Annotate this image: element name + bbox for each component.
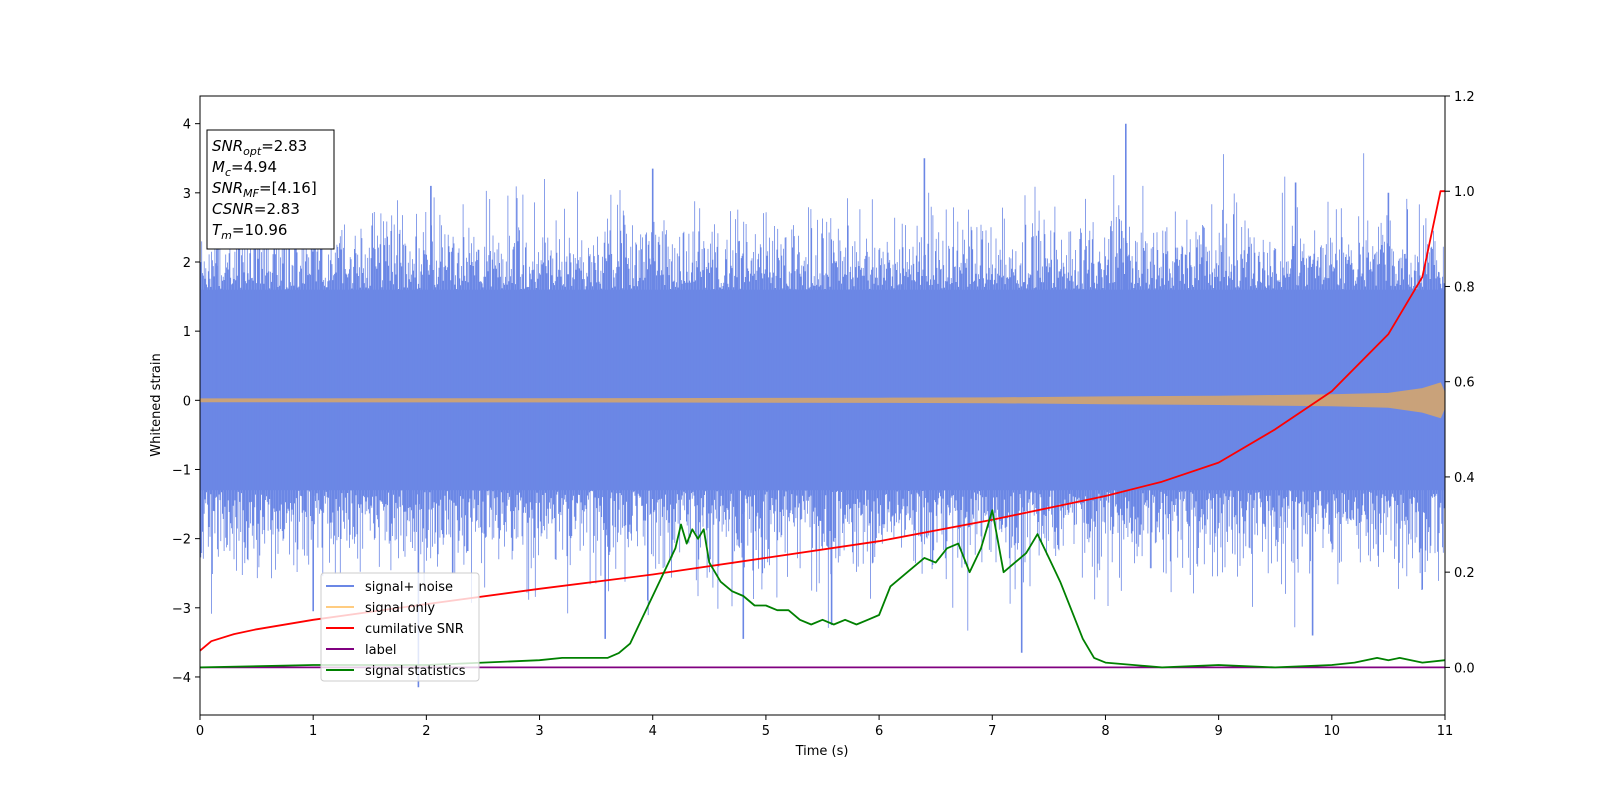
y-right-tick-label: 0.4	[1454, 471, 1475, 486]
x-tick-label: 1	[309, 724, 317, 739]
y-right-tick-label: 1.2	[1454, 90, 1475, 105]
y-axis-left-label: Whitened strain	[149, 353, 164, 456]
x-tick-label: 7	[988, 724, 996, 739]
legend-item-label: label	[326, 643, 396, 658]
x-axis-label: Time (s)	[795, 744, 849, 759]
x-tick-label: 2	[422, 724, 430, 739]
annotation-line: Tm=10.96	[212, 221, 287, 242]
legend-item-signal-only: signal only	[326, 601, 435, 616]
x-tick-label: 9	[1214, 724, 1222, 739]
y-left-tick-label: 1	[183, 325, 191, 340]
legend-item-signal-statistics: signal statistics	[326, 664, 466, 679]
y-right-tick-label: 1.0	[1454, 185, 1475, 200]
y-left-tick-label: −4	[172, 671, 191, 686]
legend-item-signal-plus-noise: signal+ noise	[326, 580, 453, 595]
x-tick-label: 10	[1324, 724, 1341, 739]
y-left-tick-label: −1	[172, 463, 191, 478]
legend-label: cumilative SNR	[365, 622, 464, 637]
legend-item-cumilative-snr: cumilative SNR	[326, 622, 464, 637]
legend-label: signal+ noise	[365, 580, 453, 595]
y-axis-right-ticks: 0.0 0.2 0.4 0.6 0.8 1.0 1.2	[1445, 90, 1475, 676]
plot-frame	[199, 95, 1446, 716]
legend: signal+ noise signal only cumilative SNR la…	[320, 572, 480, 682]
x-axis-ticks: 0 1 2 3 4 5 6 7 8 9 10 11	[196, 715, 1453, 739]
legend-label: signal statistics	[365, 664, 466, 679]
x-tick-label: 5	[762, 724, 770, 739]
annotation-line: SNRMF=[4.16]	[212, 179, 317, 200]
y-left-tick-label: −2	[172, 533, 191, 548]
x-tick-label: 0	[196, 724, 204, 739]
x-tick-label: 11	[1437, 724, 1454, 739]
noise-peaks	[200, 153, 1445, 631]
signal-only-series	[200, 382, 1445, 419]
x-tick-label: 8	[1101, 724, 1109, 739]
legend-label: signal only	[365, 601, 435, 616]
annotation-frame	[206, 129, 335, 250]
legend-label: label	[365, 643, 396, 658]
y-right-tick-label: 0.2	[1454, 566, 1475, 581]
y-axis-left-ticks: −4 −3 −2 −1 0 1 2 3 4	[172, 118, 200, 686]
y-left-tick-label: 3	[183, 187, 191, 202]
y-left-tick-label: −3	[172, 602, 191, 617]
y-right-tick-label: 0.0	[1454, 661, 1475, 676]
signal-plus-noise-series	[200, 123, 1445, 688]
y-right-tick-label: 0.8	[1454, 280, 1475, 295]
y-left-tick-label: 4	[183, 118, 191, 133]
signal-only-envelope	[200, 382, 1445, 419]
y-right-tick-label: 0.6	[1454, 376, 1475, 391]
x-tick-label: 4	[649, 724, 657, 739]
annotation-line: Mc=4.94	[212, 158, 277, 179]
noise-notable-spikes	[216, 123, 1390, 688]
annotation-line: SNRopt=2.83	[212, 137, 307, 158]
x-tick-label: 3	[535, 724, 543, 739]
y-left-tick-label: 0	[183, 394, 191, 409]
cumilative-snr-line	[200, 190, 1445, 652]
y-left-tick-label: 2	[183, 256, 191, 271]
x-tick-label: 6	[875, 724, 883, 739]
signal-statistics-line	[200, 509, 1445, 669]
legend-frame	[320, 572, 480, 682]
annotation-line: CSNR=2.83	[212, 200, 300, 218]
